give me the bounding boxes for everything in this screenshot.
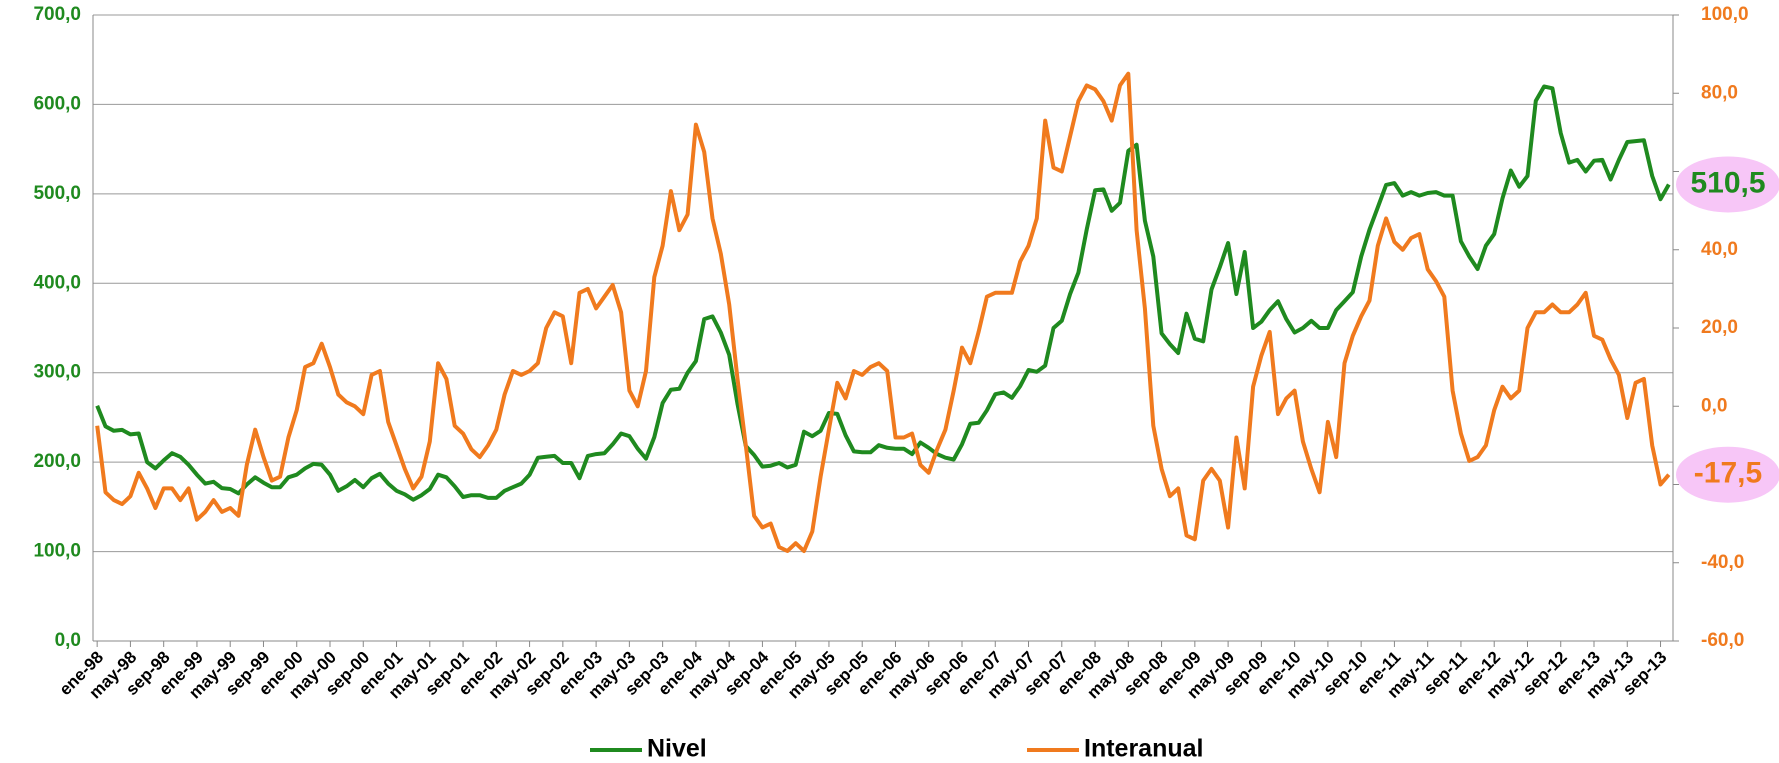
y2-tick-label: -60,0 (1701, 630, 1744, 651)
legend-label: Interanual (1084, 735, 1203, 763)
legend-label: Nivel (647, 735, 707, 763)
y-tick-label: 600,0 (33, 93, 81, 114)
y2-tick-label: -40,0 (1701, 552, 1744, 573)
value-label: 510,5 (1690, 166, 1765, 199)
y2-tick-label: 100,0 (1701, 4, 1749, 25)
y-tick-label: 500,0 (33, 183, 81, 204)
y-tick-label: 100,0 (33, 541, 81, 562)
series-line (95, 71, 1671, 553)
label-highlight (1676, 156, 1779, 213)
y-tick-label: 400,0 (33, 272, 81, 293)
y2-tick-label: 20,0 (1701, 317, 1738, 338)
value-label: -17,5 (1694, 457, 1762, 490)
y-tick-label: 200,0 (33, 451, 81, 472)
y-tick-label: 0,0 (55, 630, 81, 651)
label-highlight (1676, 446, 1779, 503)
series-line (95, 84, 1671, 502)
y2-tick-label: 40,0 (1701, 239, 1738, 260)
y-tick-label: 700,0 (33, 4, 81, 25)
y2-tick-label: 80,0 (1701, 82, 1738, 103)
y-tick-label: 300,0 (33, 362, 81, 383)
y2-tick-label: 0,0 (1701, 395, 1727, 416)
